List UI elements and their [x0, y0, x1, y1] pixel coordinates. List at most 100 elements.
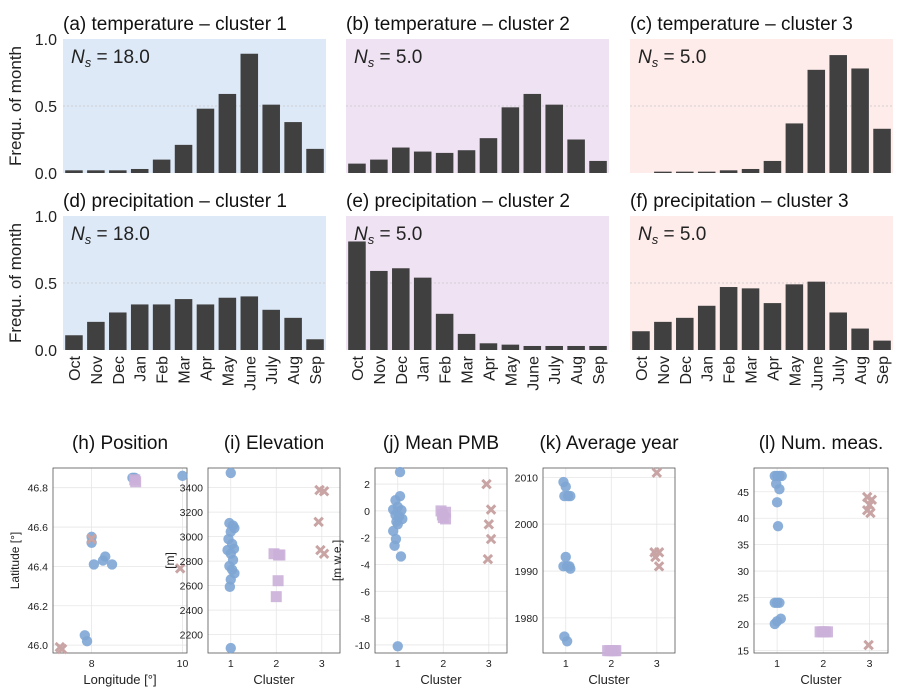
x-tick-label-Jan: Jan: [700, 356, 717, 382]
scatter-panel-l: 15 20 25 30 35 40 45 1 2 3 (l) Num. meas. Cluster: [737, 433, 889, 687]
y-tick-label: 2: [364, 479, 370, 491]
x-tick-label-Mar: Mar: [460, 355, 477, 383]
data-point-cluster1: [769, 618, 780, 630]
bar-Jan: [130, 168, 149, 173]
bar-Jan: [697, 171, 716, 173]
x-tick-label-Feb: Feb: [155, 356, 172, 384]
data-point-cluster1: [388, 525, 399, 537]
y-tick-label: 46.2: [28, 601, 49, 613]
x-tick-label-July: July: [264, 356, 281, 384]
x-tick-label-Oct: Oct: [634, 355, 651, 380]
bar-Oct: [65, 170, 83, 173]
x-tick-label-Oct: Oct: [67, 355, 84, 380]
data-point-cluster2: [272, 575, 284, 587]
data-point-cluster1: [389, 540, 400, 551]
y-tick-label: 1980: [515, 613, 539, 625]
axes-frame: [52, 467, 188, 654]
y-tick-label: 46.6: [28, 522, 49, 534]
y-tick-label: 3400: [180, 483, 204, 495]
bar-Aug: [284, 122, 302, 173]
panel-title: (a) temperature – cluster 1: [63, 14, 287, 35]
y-tick-label: 1.0: [35, 209, 57, 226]
scatter-panel-h: 46.0 46.2 46.4 46.6 46.8 8 10 (h) Position Longi…: [8, 433, 188, 687]
x-tick-label-May: May: [787, 356, 804, 386]
y-tick-label: 20: [737, 619, 749, 631]
y-tick-label: 0.5: [35, 99, 57, 116]
data-point-cluster1: [177, 470, 188, 482]
bar-Oct: [632, 331, 650, 350]
panel-background: [630, 39, 893, 173]
data-point-cluster1: [772, 520, 784, 532]
y-tick-label: 1990: [515, 566, 539, 578]
axes-frame: [753, 467, 889, 654]
y-tick-label: 45: [737, 487, 749, 499]
data-point-cluster1: [560, 551, 571, 563]
x-marker-stroke: [483, 519, 495, 530]
x-tick-label: 1: [563, 658, 569, 670]
x-tick-label-Sep: Sep: [875, 356, 892, 385]
panel-title: (l) Num. meas.: [759, 433, 884, 454]
bar-May: [501, 344, 520, 350]
x-tick-label-June: June: [525, 356, 542, 391]
panel-title: (i) Elevation: [224, 433, 324, 454]
data-point-cluster3: [653, 561, 665, 572]
bar-Sep: [306, 339, 324, 350]
x-tick-label: 10: [177, 658, 189, 670]
data-point-cluster1: [774, 483, 785, 495]
x-tick-label-Feb: Feb: [438, 356, 455, 384]
x-tick-label-Jan: Jan: [133, 356, 150, 382]
bar-Mar: [174, 144, 193, 173]
data-point-cluster2: [130, 476, 142, 488]
x-marker-stroke: [482, 553, 494, 565]
data-point-cluster1: [88, 559, 100, 570]
y-tick-label: 2800: [180, 556, 204, 568]
y-tick-label: 2000: [515, 519, 539, 531]
y-axis-label: [m w.e.]: [330, 540, 344, 581]
bar-Sep: [873, 340, 891, 350]
x-tick-label: 1: [228, 658, 234, 670]
data-point-cluster3: [482, 553, 494, 565]
data-point-cluster2: [270, 591, 282, 603]
sample-count-label: Ns = 5.0: [638, 224, 706, 247]
y-tick-label: 0.0: [35, 343, 57, 360]
x-marker-stroke: [174, 563, 186, 574]
x-tick-label-Aug: Aug: [569, 356, 586, 384]
panel-title: (f) precipitation – cluster 3: [630, 191, 849, 212]
x-tick-label-Nov: Nov: [372, 356, 389, 384]
x-tick-label-June: June: [242, 356, 259, 391]
bar-Mar: [174, 299, 193, 350]
bar-Aug: [567, 139, 585, 173]
bar-July: [545, 104, 563, 173]
data-point-cluster3: [485, 533, 497, 545]
bar-July: [545, 345, 563, 350]
data-point-cluster2: [610, 645, 622, 657]
x-marker-stroke: [485, 533, 497, 545]
x-tick-label-Aug: Aug: [286, 356, 303, 384]
y-tick-label: 2200: [180, 630, 204, 642]
bar-panel-a: (a) temperature – cluster 1 Ns = 18.0 0.0 0…: [6, 14, 326, 183]
data-point-cluster1: [565, 490, 576, 502]
x-tick-label: 2: [440, 658, 446, 670]
y-tick-label: 2400: [180, 605, 204, 617]
bar-Mar: [457, 333, 476, 350]
x-tick-label: 1: [774, 658, 780, 670]
sample-count-label: Ns = 5.0: [354, 47, 422, 70]
bar-Mar: [457, 150, 476, 173]
bar-Feb: [719, 287, 738, 350]
bar-May: [218, 297, 237, 350]
x-tick-label: 3: [319, 658, 325, 670]
axes-frame: [207, 467, 341, 654]
data-point-cluster3: [863, 639, 874, 651]
bar-Nov: [654, 321, 672, 350]
x-axis-label: Cluster: [253, 672, 295, 687]
panel-title: (k) Average year: [539, 433, 679, 454]
x-axis-label: Cluster: [420, 672, 462, 687]
panel-title: (d) precipitation – cluster 1: [63, 191, 287, 212]
bar-July: [262, 309, 280, 350]
x-tick-label: 8: [89, 658, 95, 670]
bar-Dec: [109, 170, 127, 173]
x-marker-stroke: [485, 504, 497, 515]
y-tick-label: 3200: [180, 507, 204, 519]
data-point-cluster1: [776, 470, 787, 482]
